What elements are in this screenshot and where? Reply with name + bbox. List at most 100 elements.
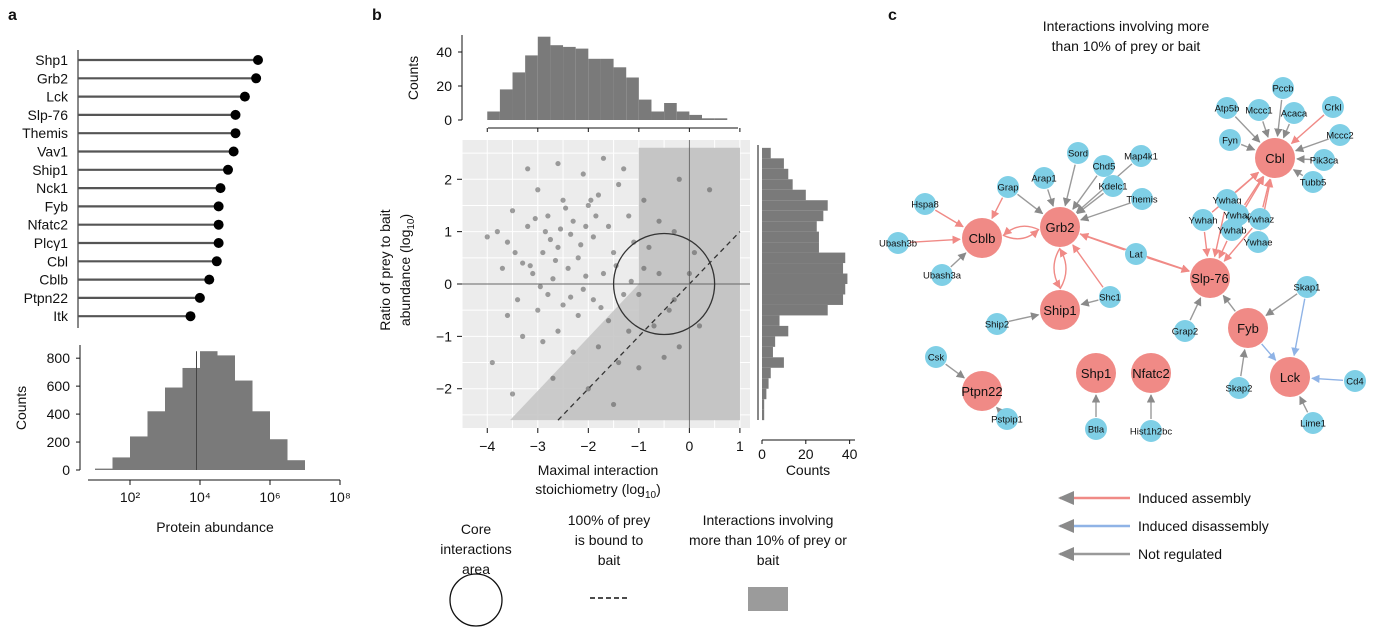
scatter-point <box>641 197 647 203</box>
network-node-circle <box>962 371 1002 411</box>
hist-a-bar <box>182 367 200 470</box>
network-node-circle <box>986 313 1008 335</box>
network-node-skap2: Skap2 <box>1226 377 1252 399</box>
network-node-circle <box>1329 124 1351 146</box>
network-node-label: Acaca <box>1281 109 1308 120</box>
network-node-lat: Lat <box>1125 243 1147 265</box>
scatter-point <box>651 323 657 329</box>
network-node-label: Pccb <box>1272 84 1293 95</box>
scatter-point <box>504 239 511 245</box>
right-hist-bar <box>762 158 784 169</box>
network-edge <box>1080 298 1099 307</box>
hist-a-xlabel: Protein abundance <box>156 519 274 535</box>
hist-a-xtick-label: 10⁴ <box>189 489 211 505</box>
network-node-label: Themis <box>1126 195 1157 206</box>
network-node-label: Csk <box>928 353 945 364</box>
lollipop-label: Vav1 <box>37 144 68 160</box>
network-node-grap2: Grap2 <box>1172 320 1198 342</box>
network-node-circle <box>1102 175 1124 197</box>
network-node-circle <box>1219 129 1241 151</box>
network-node-label: Grap2 <box>1172 327 1198 338</box>
scatter-point <box>568 231 574 237</box>
right-hist-bar <box>762 179 793 190</box>
scatter-point <box>631 239 637 245</box>
network-node-label: Tubb5 <box>1300 178 1327 189</box>
network-node-circle <box>1125 243 1147 265</box>
scatter-point <box>671 297 677 303</box>
network-edge <box>1290 114 1325 145</box>
lollipop-label: Plcγ1 <box>34 235 68 251</box>
network-node-circle <box>1099 286 1121 308</box>
network-node-label: Nfatc2 <box>1132 366 1170 381</box>
network-edge <box>1243 175 1264 206</box>
hist-a-xtick-label: 10⁶ <box>259 489 280 505</box>
scatter-point <box>641 265 647 271</box>
network-edge <box>1189 297 1202 321</box>
scatter-xlabel-2: stoichiometry (log10) <box>535 481 661 501</box>
network-node-circle <box>1131 188 1153 210</box>
scatter-point <box>610 249 617 256</box>
network-node-circle <box>931 264 953 286</box>
top-hist-bar <box>626 77 639 120</box>
right-hist-bar <box>762 367 771 379</box>
right-hist-bar <box>762 242 819 253</box>
scatter-point <box>628 278 634 284</box>
scatter-point <box>512 249 518 256</box>
network-node-pccb: Pccb <box>1272 77 1294 99</box>
top-hist-ytick-label: 20 <box>436 78 452 94</box>
network-edge <box>996 406 1005 416</box>
network-node-label: Grb2 <box>1046 220 1075 235</box>
network-node-circle <box>1302 171 1324 193</box>
scatter-point <box>570 349 576 355</box>
panel-label-c: c <box>888 7 897 24</box>
scatter-point <box>580 171 586 177</box>
hist-a-xtick-label: 10⁸ <box>329 489 351 505</box>
legend-shade-text: more than 10% of prey or <box>689 532 847 548</box>
network-node-circle <box>997 176 1019 198</box>
scatter-point <box>550 276 556 282</box>
network-node-circle <box>1131 353 1171 393</box>
scatter-point <box>555 244 561 250</box>
legend-shade-text: bait <box>757 552 780 568</box>
scatter-point <box>525 166 531 172</box>
network-node-circle <box>962 218 1002 258</box>
scatter-point <box>555 328 561 334</box>
hist-a-ytick-label: 0 <box>62 462 70 478</box>
lollipop-label: Slp-76 <box>28 107 69 123</box>
hist-a-xtick-label: 10² <box>120 489 141 505</box>
network-node-label: Hspa8 <box>911 200 938 211</box>
right-hist-bar <box>762 210 824 222</box>
network-node-ywhab: Ywhab <box>1217 219 1247 241</box>
lollipop-dot <box>213 201 224 212</box>
scatter-point <box>578 242 584 248</box>
scatter-point <box>504 312 511 319</box>
network-edge <box>1299 395 1309 413</box>
network-node-pstpip1: Pstpip1 <box>991 408 1023 430</box>
hist-a-bar <box>235 380 253 470</box>
scatter-point <box>565 265 571 271</box>
network-node-circle <box>887 232 909 254</box>
network-node-label: Sord <box>1068 149 1088 160</box>
scatter-point <box>590 234 596 240</box>
scatter-point <box>646 244 652 250</box>
network-title-line1: Interactions involving more <box>1043 18 1210 34</box>
scatter-ytick-label: −1 <box>436 328 452 344</box>
lollipop-dot <box>251 73 262 84</box>
lollipop-label: Cblb <box>39 272 68 288</box>
scatter-point <box>557 226 564 232</box>
network-node-circle <box>1344 370 1366 392</box>
hist-a-bar <box>165 387 183 470</box>
top-hist-bar <box>487 111 500 120</box>
scatter-point <box>547 236 554 243</box>
network-legend-arrow <box>1058 547 1074 561</box>
scatter-ytick-label: 0 <box>444 276 452 292</box>
scatter-point <box>636 291 642 298</box>
lollipop-dot <box>230 128 241 139</box>
scatter-point <box>691 249 698 256</box>
right-hist-bar <box>762 147 771 159</box>
network-edge <box>1003 225 1040 236</box>
network-node-label: Lime1 <box>1300 419 1326 430</box>
network-edge <box>1261 343 1277 361</box>
scatter-ytick-label: −2 <box>436 381 452 397</box>
